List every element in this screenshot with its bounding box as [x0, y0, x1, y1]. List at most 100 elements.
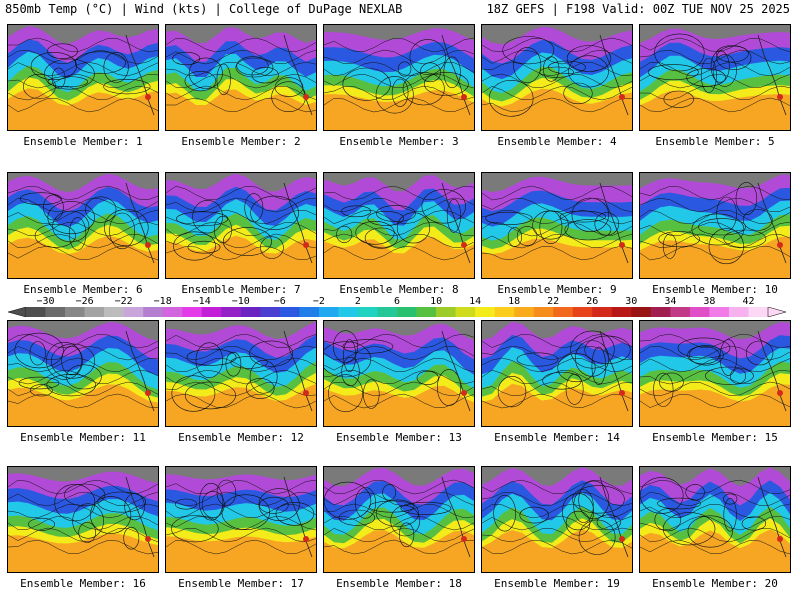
temperature-map	[8, 467, 158, 572]
colorbar-tick: −26	[75, 296, 94, 307]
ensemble-member-label: Ensemble Member: 3	[339, 135, 459, 148]
ensemble-member-label: Ensemble Member: 15	[652, 431, 778, 444]
ensemble-member-map	[481, 172, 633, 279]
colorbar-segment	[201, 307, 222, 317]
temperature-colorbar	[8, 307, 786, 317]
temperature-map	[166, 173, 316, 278]
temperature-map	[8, 321, 158, 426]
colorbar-segment	[182, 307, 203, 317]
ensemble-member-label: Ensemble Member: 18	[336, 577, 462, 590]
ensemble-member-map	[323, 320, 475, 427]
colorbar-segment	[279, 307, 300, 317]
ensemble-member-label: Ensemble Member: 6	[23, 283, 143, 296]
ensemble-member-map	[639, 172, 791, 279]
colorbar-segment	[416, 307, 437, 317]
temperature-map	[482, 25, 632, 130]
temperature-map	[482, 173, 632, 278]
colorbar-tick: 10	[430, 296, 443, 307]
colorbar-segment	[377, 307, 398, 317]
ensemble-member-map	[165, 24, 317, 131]
colorbar-segment	[631, 307, 652, 317]
temperature-map	[324, 173, 474, 278]
colorbar-segment	[26, 307, 46, 317]
ensemble-member-map	[639, 320, 791, 427]
colorbar-segment	[728, 307, 749, 317]
ensemble-member-map	[323, 24, 475, 131]
colorbar-segment	[611, 307, 632, 317]
colorbar-tick: 26	[586, 296, 599, 307]
colorbar-segment	[572, 307, 593, 317]
colorbar-segment	[748, 307, 769, 317]
ensemble-member-map	[323, 466, 475, 573]
temperature-map	[8, 173, 158, 278]
colorbar-min-arrow	[8, 307, 27, 317]
colorbar-segment	[455, 307, 476, 317]
colorbar-tick: −30	[36, 296, 55, 307]
colorbar-segment	[123, 307, 144, 317]
ensemble-member-map	[165, 172, 317, 279]
colorbar-segment	[494, 307, 515, 317]
colorbar-segment	[84, 307, 105, 317]
map-title: 850mb Temp (°C) | Wind (kts) | College o…	[5, 2, 403, 16]
colorbar-segment	[260, 307, 281, 317]
colorbar-segment	[338, 307, 359, 317]
temperature-map	[640, 467, 790, 572]
colorbar-tick: −6	[273, 296, 286, 307]
colorbar-segment	[650, 307, 671, 317]
ensemble-member-map	[639, 466, 791, 573]
colorbar-segment	[533, 307, 554, 317]
colorbar-tick: 6	[393, 296, 401, 307]
colorbar-segment	[514, 307, 534, 317]
temperature-map	[166, 321, 316, 426]
colorbar-tick: 38	[703, 296, 716, 307]
colorbar-segment	[318, 307, 339, 317]
colorbar-tick: −10	[231, 296, 250, 307]
colorbar-max-arrow	[767, 307, 786, 317]
colorbar-segment	[162, 307, 183, 317]
temperature-map	[324, 321, 474, 426]
ensemble-member-label: Ensemble Member: 8	[339, 283, 459, 296]
ensemble-member-map	[165, 320, 317, 427]
ensemble-member-label: Ensemble Member: 5	[655, 135, 775, 148]
colorbar-segment	[65, 307, 85, 317]
colorbar-segment	[592, 307, 613, 317]
ensemble-member-map	[639, 24, 791, 131]
ensemble-member-map	[481, 320, 633, 427]
temperature-map	[166, 25, 316, 130]
ensemble-member-map	[323, 172, 475, 279]
ensemble-member-label: Ensemble Member: 9	[497, 283, 617, 296]
colorbar-tick: 2	[354, 296, 361, 307]
temperature-map	[640, 173, 790, 278]
ensemble-member-label: Ensemble Member: 10	[652, 283, 778, 296]
temperature-map	[482, 321, 632, 426]
temperature-map	[324, 467, 474, 572]
ensemble-member-label: Ensemble Member: 2	[181, 135, 301, 148]
ensemble-member-map	[165, 466, 317, 573]
colorbar-segment	[397, 307, 417, 317]
colorbar-tick: 34	[664, 296, 677, 307]
colorbar-tick: −18	[153, 296, 172, 307]
ensemble-member-label: Ensemble Member: 12	[178, 431, 304, 444]
colorbar-segment	[45, 307, 66, 317]
colorbar-segment	[357, 307, 378, 317]
ensemble-member-label: Ensemble Member: 13	[336, 431, 462, 444]
colorbar-tick: −14	[192, 296, 211, 307]
colorbar-segment	[104, 307, 124, 317]
colorbar-segment	[689, 307, 710, 317]
ensemble-member-map	[7, 172, 159, 279]
colorbar-tick: 18	[508, 296, 521, 307]
model-run-valid-time: 18Z GEFS | F198 Valid: 00Z TUE NOV 25 20…	[486, 2, 790, 16]
colorbar-segment	[553, 307, 574, 317]
colorbar-tick: 14	[469, 296, 482, 307]
ensemble-member-map	[7, 320, 159, 427]
ensemble-member-map	[7, 466, 159, 573]
colorbar-segment	[475, 307, 495, 317]
ensemble-member-label: Ensemble Member: 11	[20, 431, 146, 444]
temperature-map	[482, 467, 632, 572]
ensemble-member-label: Ensemble Member: 19	[494, 577, 620, 590]
ensemble-member-label: Ensemble Member: 16	[20, 577, 146, 590]
colorbar-segment	[143, 307, 163, 317]
colorbar-tick: 22	[547, 296, 560, 307]
colorbar-segment	[670, 307, 691, 317]
ensemble-member-label: Ensemble Member: 14	[494, 431, 620, 444]
